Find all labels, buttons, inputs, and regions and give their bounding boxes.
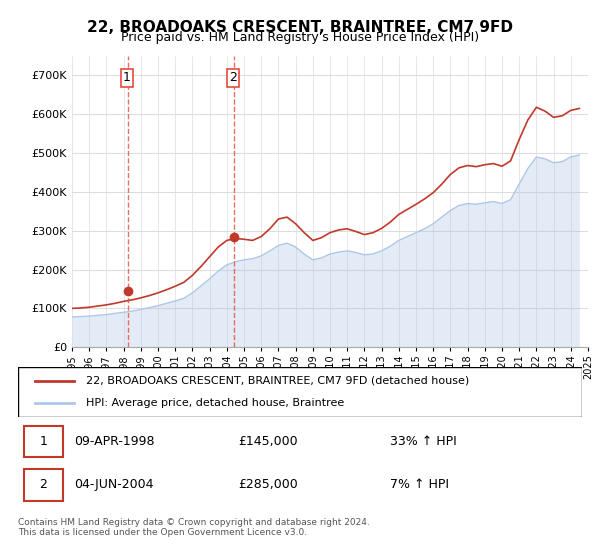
Text: 04-JUN-2004: 04-JUN-2004 xyxy=(74,478,154,492)
Text: 2: 2 xyxy=(229,71,237,84)
Text: 22, BROADOAKS CRESCENT, BRAINTREE, CM7 9FD (detached house): 22, BROADOAKS CRESCENT, BRAINTREE, CM7 9… xyxy=(86,376,469,386)
Text: 7% ↑ HPI: 7% ↑ HPI xyxy=(390,478,449,492)
Text: £145,000: £145,000 xyxy=(238,435,298,448)
Text: Contains HM Land Registry data © Crown copyright and database right 2024.
This d: Contains HM Land Registry data © Crown c… xyxy=(18,518,370,538)
Text: £285,000: £285,000 xyxy=(238,478,298,492)
FancyBboxPatch shape xyxy=(23,426,63,457)
Text: 09-APR-1998: 09-APR-1998 xyxy=(74,435,155,448)
Text: 1: 1 xyxy=(40,435,47,448)
Text: 33% ↑ HPI: 33% ↑ HPI xyxy=(390,435,457,448)
Text: 2: 2 xyxy=(40,478,47,492)
Text: 1: 1 xyxy=(123,71,131,84)
FancyBboxPatch shape xyxy=(23,469,63,501)
Text: 22, BROADOAKS CRESCENT, BRAINTREE, CM7 9FD: 22, BROADOAKS CRESCENT, BRAINTREE, CM7 9… xyxy=(87,20,513,35)
Text: Price paid vs. HM Land Registry's House Price Index (HPI): Price paid vs. HM Land Registry's House … xyxy=(121,31,479,44)
FancyBboxPatch shape xyxy=(18,367,582,417)
Text: HPI: Average price, detached house, Braintree: HPI: Average price, detached house, Brai… xyxy=(86,398,344,408)
